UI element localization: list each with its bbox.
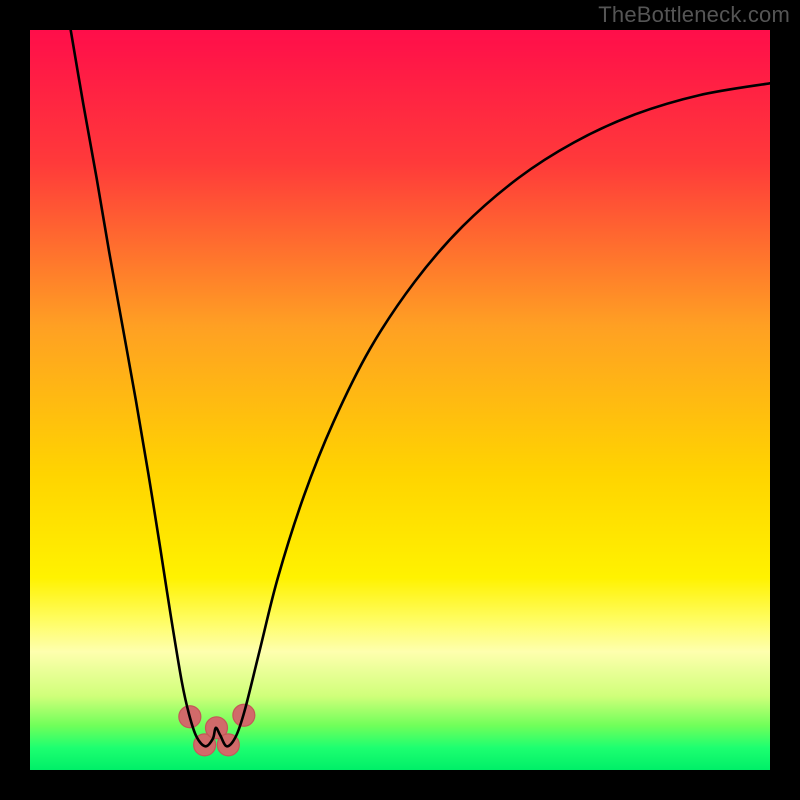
bottleneck-chart <box>30 30 770 770</box>
chart-container <box>30 30 770 770</box>
chart-background <box>30 30 770 770</box>
watermark-text: TheBottleneck.com <box>598 2 790 28</box>
